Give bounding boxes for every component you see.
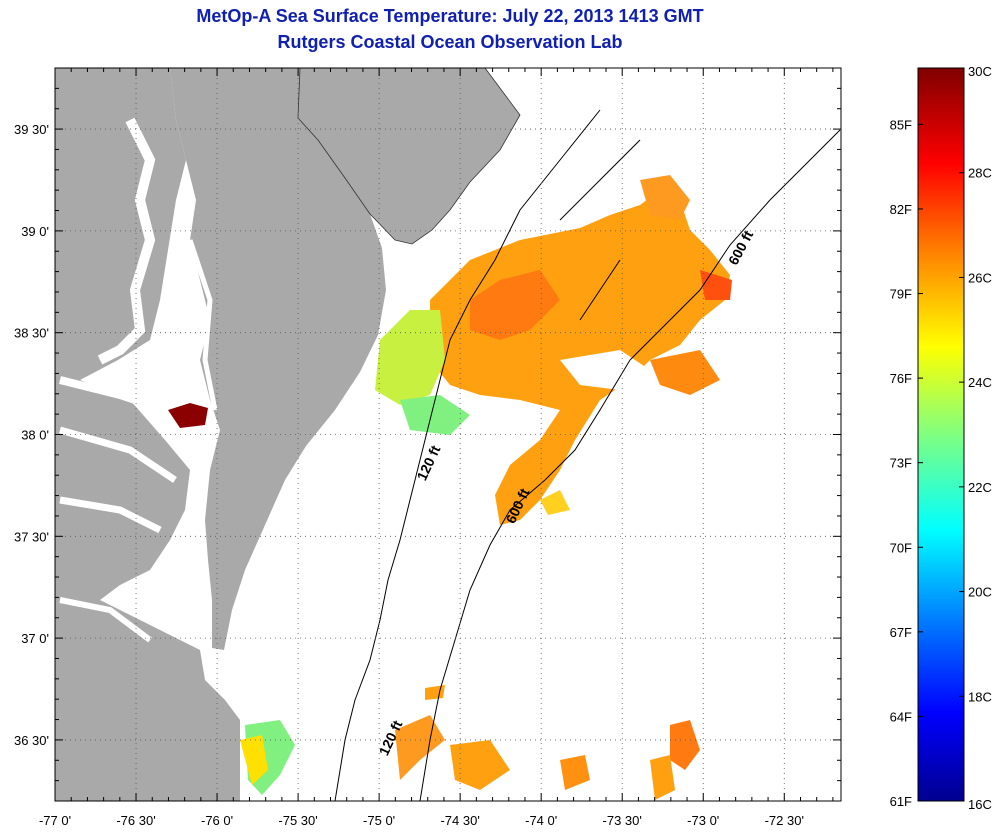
lat-tick-label: 37 30' (14, 529, 49, 544)
colorbar-f-label: 61F (890, 794, 912, 809)
colorbar-f-label: 64F (890, 709, 912, 724)
lon-tick-label: -77 0' (39, 813, 71, 828)
isobaths (334, 109, 841, 801)
map-title: MetOp-A Sea Surface Temperature: July 22… (196, 6, 704, 26)
latitude-labels: 39 30' 39 0' 38 30' 38 0' 37 30' 37 0' 36 30' (14, 122, 49, 748)
colorbar-f-label: 73F (890, 456, 912, 471)
colorbar-c-label: 28C (968, 166, 992, 181)
colorbar-f-label: 67F (890, 625, 912, 640)
lon-tick-label: -75 0' (363, 813, 395, 828)
lat-tick-label: 37 0' (21, 631, 49, 646)
land (55, 68, 520, 801)
lon-tick-label: -73 0' (687, 813, 719, 828)
colorbar-f-label: 82F (890, 202, 912, 217)
lat-tick-label: 36 30' (14, 733, 49, 748)
colorbar-c-label: 22C (968, 480, 992, 495)
colorbar-c-label: 18C (968, 689, 992, 704)
lat-tick-label: 38 30' (14, 326, 49, 341)
lat-tick-label: 39 0' (21, 224, 49, 239)
lon-tick-label: -74 30' (440, 813, 479, 828)
map-subtitle: Rutgers Coastal Ocean Observation Lab (277, 32, 623, 52)
graticule (55, 68, 841, 801)
nj-coastline (297, 68, 521, 245)
lat-tick-label: 39 30' (14, 122, 49, 137)
colorbar-f-label: 76F (890, 371, 912, 386)
colorbar-c-label: 16C (968, 797, 992, 812)
lon-tick-label: -76 0' (201, 813, 233, 828)
colorbar-c-label: 30C (968, 64, 992, 79)
lon-tick-label: -74 0' (525, 813, 557, 828)
colorbar-celsius-labels: 30C 28C 26C 24C 22C 20C 18C 16C (968, 64, 992, 812)
frame-ticks (54, 68, 841, 801)
lon-tick-label: -76 30' (116, 813, 155, 828)
colorbar (917, 67, 965, 802)
colorbar-f-label: 79F (890, 287, 912, 302)
colorbar-f-label: 70F (890, 540, 912, 555)
lon-tick-label: -73 30' (603, 813, 642, 828)
lon-tick-label: -75 30' (278, 813, 317, 828)
colorbar-fahrenheit-labels: 85F 82F 79F 76F 73F 70F 67F 64F 61F (890, 117, 912, 809)
lat-tick-label: 38 0' (21, 428, 49, 443)
hotspot-patch (168, 403, 208, 428)
colorbar-c-label: 26C (968, 270, 992, 285)
lon-tick-label: -72 30' (765, 813, 804, 828)
sst-data (168, 175, 732, 800)
colorbar-c-label: 24C (968, 375, 992, 390)
colorbar-f-label: 85F (890, 117, 912, 132)
colorbar-c-label: 20C (968, 585, 992, 600)
longitude-labels: -77 0' -76 30' -76 0' -75 30' -75 0' -74 30' -… (39, 813, 804, 828)
colorbar-ticks (918, 67, 964, 802)
